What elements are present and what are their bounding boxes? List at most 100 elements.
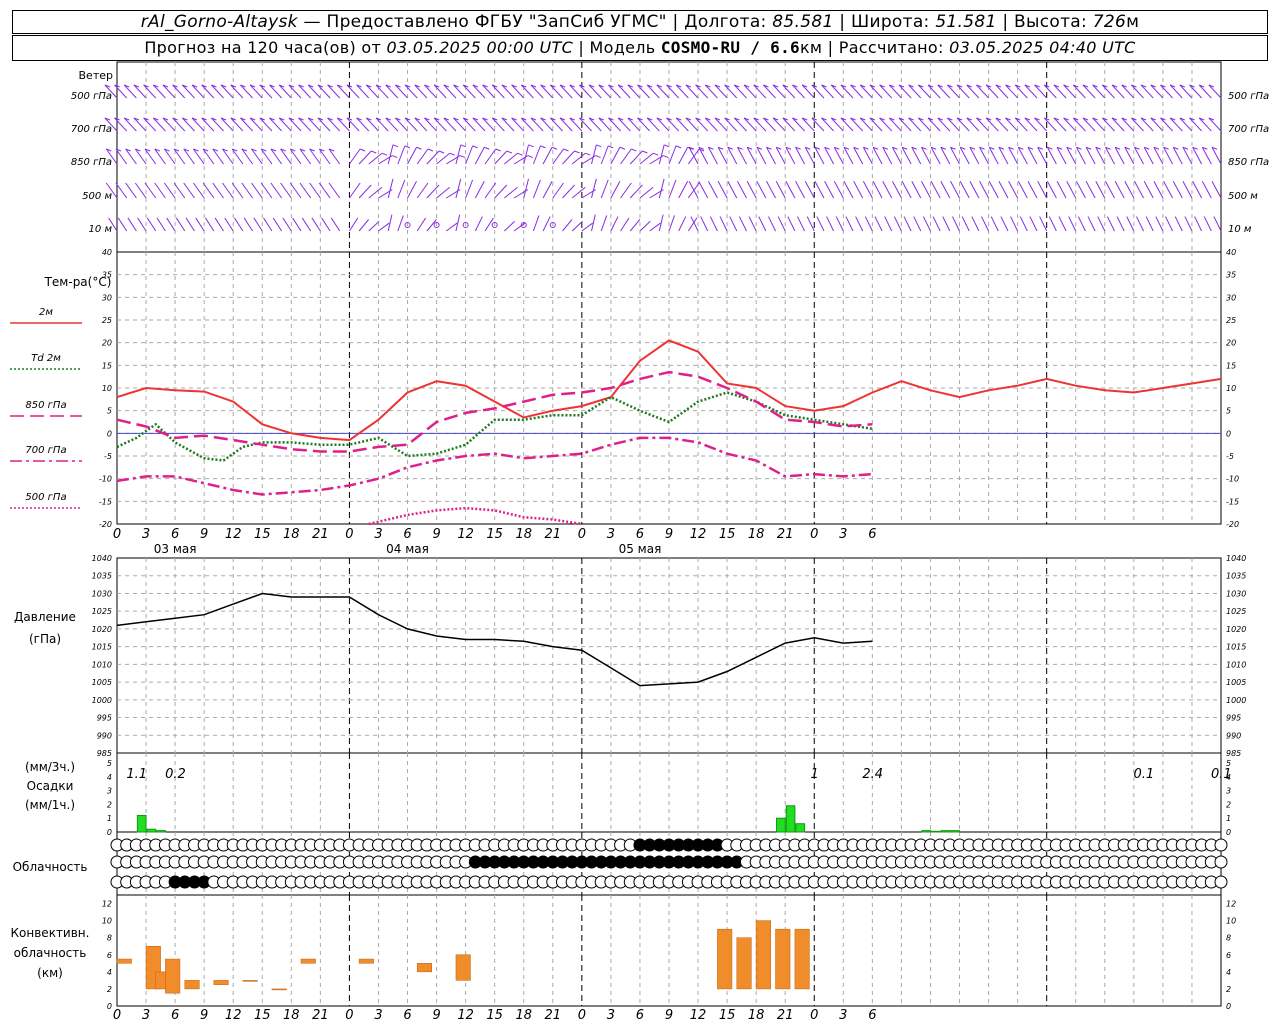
temp-tick-right: -15 bbox=[1226, 497, 1239, 506]
wind-barb-flag bbox=[676, 84, 682, 88]
wind-barb bbox=[833, 147, 844, 165]
wind-barb-flag bbox=[414, 117, 420, 121]
wind-barb-flag bbox=[162, 84, 169, 88]
wind-barb bbox=[154, 182, 166, 199]
wind-barb bbox=[105, 182, 118, 199]
wind-barb-flag bbox=[908, 117, 914, 121]
wind-barb-flag bbox=[892, 146, 898, 150]
wind-barb bbox=[678, 147, 689, 165]
wind-barb-flag bbox=[133, 84, 140, 88]
wind-barb-flag bbox=[647, 117, 653, 121]
wind-barb bbox=[1008, 181, 1019, 199]
wind-barb-flag bbox=[521, 117, 527, 121]
wind-barb bbox=[688, 147, 699, 165]
precip-bar bbox=[930, 830, 941, 833]
wind-barb-flag bbox=[869, 84, 876, 88]
wind-barb bbox=[552, 182, 564, 199]
wind-barb bbox=[639, 220, 651, 232]
wind-barb bbox=[426, 219, 437, 232]
wind-barb bbox=[908, 84, 922, 99]
wind-barb-flag bbox=[685, 84, 692, 88]
wind-barb bbox=[191, 84, 205, 99]
wind-barb bbox=[278, 84, 292, 99]
wind-barb bbox=[966, 84, 980, 99]
wind-barb-flag bbox=[879, 84, 885, 88]
temp-legend-label-t850: 850 гПа bbox=[25, 400, 66, 411]
wind-barb bbox=[143, 117, 157, 132]
wind-barb bbox=[482, 84, 496, 99]
wind-barb bbox=[385, 117, 399, 132]
wind-barb bbox=[930, 181, 941, 199]
conv-tick-left: 0 bbox=[107, 1002, 112, 1011]
wind-barb bbox=[115, 182, 128, 199]
wind-barb bbox=[1189, 84, 1202, 99]
wind-barb bbox=[562, 150, 575, 165]
wind-barb-flag bbox=[617, 117, 624, 121]
wind-barb bbox=[879, 117, 893, 132]
x-tick-label-bottom: 6 bbox=[171, 1008, 179, 1023]
wind-barb bbox=[678, 181, 689, 199]
wind-barb bbox=[959, 181, 970, 199]
wind-barb bbox=[104, 117, 118, 132]
wind-barb-flag bbox=[746, 146, 753, 150]
temp-tick-left: -5 bbox=[104, 452, 112, 461]
wind-barb bbox=[1213, 216, 1222, 232]
pressure-tick-right: 1005 bbox=[1226, 678, 1246, 687]
wind-barb-flag bbox=[1140, 84, 1147, 88]
wind-barb-flag bbox=[559, 84, 566, 88]
wind-barb-flag bbox=[698, 146, 704, 150]
wind-barb bbox=[746, 181, 757, 199]
wind-barb bbox=[976, 84, 989, 99]
day-label: 05 мая bbox=[619, 542, 662, 556]
wind-barb bbox=[183, 148, 195, 165]
conv-tick-right: 0 bbox=[1226, 1002, 1231, 1011]
wind-barb bbox=[436, 152, 451, 165]
wind-barb bbox=[853, 181, 864, 199]
x-tick-label: 18 bbox=[748, 527, 765, 542]
wind-barb bbox=[884, 216, 893, 232]
wind-barb bbox=[891, 147, 902, 165]
wind-barb bbox=[969, 147, 980, 165]
wind-barb bbox=[879, 84, 893, 99]
wind-barb bbox=[309, 148, 321, 165]
wind-barb-flag bbox=[743, 117, 750, 121]
wind-barb-flag bbox=[459, 155, 466, 159]
wind-barb bbox=[617, 117, 631, 132]
wind-barb bbox=[163, 182, 176, 199]
temp-tick-left: 35 bbox=[102, 271, 112, 280]
x-tick-label-bottom: 0 bbox=[113, 1008, 121, 1023]
wind-barb bbox=[869, 117, 883, 132]
precip-tick-left: 2 bbox=[107, 800, 112, 809]
wind-barb bbox=[375, 117, 389, 132]
wind-barb-flag bbox=[734, 117, 740, 121]
alt-unit: м bbox=[1126, 12, 1140, 32]
wind-barb bbox=[840, 117, 854, 132]
wind-barb bbox=[1056, 147, 1067, 165]
wind-calm-circle bbox=[520, 222, 527, 228]
wind-barb-flag bbox=[840, 117, 847, 121]
precip-amount-label: 1 bbox=[810, 767, 818, 782]
wind-barb-flag bbox=[960, 146, 966, 150]
wind-barb bbox=[414, 117, 428, 132]
wind-barb bbox=[195, 217, 205, 232]
wind-barb bbox=[317, 84, 331, 99]
wind-barb bbox=[484, 148, 497, 165]
wind-barb-flag bbox=[424, 117, 430, 121]
wind-barb bbox=[591, 214, 596, 232]
wind-barb-flag bbox=[240, 117, 246, 121]
x-tick-label-bottom: 12 bbox=[225, 1008, 242, 1023]
wind-barb bbox=[1085, 181, 1096, 199]
wind-barb-flag bbox=[1085, 146, 1092, 150]
pressure-tick-right: 1040 bbox=[1226, 554, 1246, 563]
wind-barb-flag bbox=[1102, 84, 1108, 88]
wind-barb-flag bbox=[889, 84, 895, 88]
wind-barb bbox=[1066, 181, 1077, 199]
wind-barb bbox=[656, 84, 670, 99]
wind-barb bbox=[1019, 216, 1028, 232]
wind-barb-flag bbox=[956, 84, 963, 88]
wind-level-label: 850 гПа bbox=[71, 157, 112, 168]
wind-barb bbox=[222, 148, 234, 165]
wind-barb bbox=[173, 148, 186, 165]
wind-barb-flag bbox=[956, 117, 963, 121]
wind-barb-flag bbox=[115, 148, 122, 152]
